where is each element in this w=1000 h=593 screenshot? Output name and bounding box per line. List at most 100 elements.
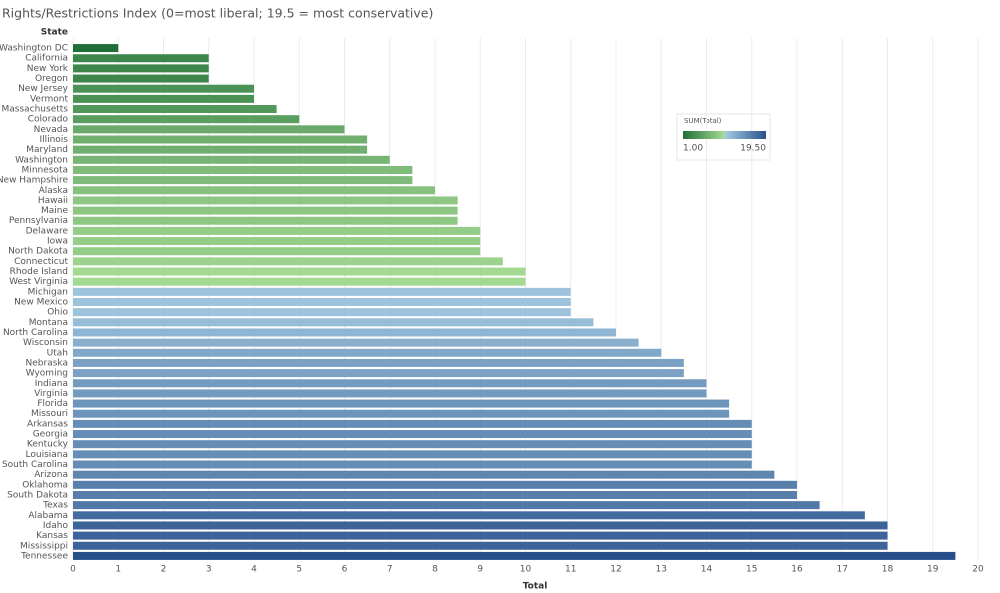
y-tick-label: South Carolina [2,460,68,470]
bar [73,460,752,469]
bar [73,216,458,225]
x-tick-label: 1 [115,565,121,575]
bar [73,490,797,499]
y-tick-label: Oregon [35,74,68,84]
bar [73,257,503,266]
y-tick-label: Texas [42,501,68,511]
bar [73,105,277,114]
y-tick-label: South Dakota [7,490,68,500]
x-tick-label: 9 [477,565,483,575]
y-tick-label: Maine [41,206,68,216]
bar [73,440,752,449]
x-axis-title: Total [523,582,548,592]
y-tick-label: Idaho [43,521,69,531]
bar [73,369,684,378]
bar [73,450,752,459]
x-tick-label: 15 [746,565,757,575]
bar [73,338,639,347]
bar [73,358,684,367]
bar [73,84,254,93]
bar [73,74,209,83]
x-tick-label: 14 [701,565,713,575]
bar [73,176,413,185]
bar [73,399,730,408]
y-tick-label: Louisiana [26,450,69,460]
x-tick-label: 8 [432,565,438,575]
x-tick-label: 6 [342,565,348,575]
bar [73,511,865,520]
y-tick-label: Virginia [34,389,68,399]
legend-max-label: 19.50 [740,144,766,154]
y-tick-label: Florida [37,399,68,409]
bar [73,541,888,550]
bar [73,501,820,510]
bar [73,308,571,317]
chart-title: Rights/Restrictions Index (0=most libera… [2,6,433,21]
bar [73,298,571,306]
y-tick-label: Delaware [26,226,69,236]
bar [73,328,616,337]
bar [73,531,888,540]
bar [73,318,594,327]
x-tick-label: 4 [251,565,257,575]
y-tick-label: Oklahoma [22,480,68,490]
x-tick-label: 11 [565,565,576,575]
category-header: State [41,28,68,38]
bar [73,226,481,235]
y-tick-label: Indiana [35,379,68,389]
bar [73,430,752,439]
x-tick-label: 12 [610,565,621,575]
y-tick-label: Arkansas [27,419,68,429]
bar [73,379,707,388]
bar [73,409,730,418]
bar [73,206,458,215]
x-tick-label: 10 [520,565,532,575]
bar [73,94,254,103]
bar [73,115,300,124]
y-tick-label: Vermont [30,94,69,104]
bar [73,186,435,195]
y-tick-label: Michigan [28,287,68,297]
y-tick-label: Utah [47,348,68,358]
y-tick-label: Illinois [39,135,68,145]
bar [73,247,481,256]
y-tick-label: West Virginia [9,277,68,287]
bar [73,64,209,73]
y-tick-label: Connecticut [14,257,68,267]
legend-title: SUM(Total) [684,117,722,125]
y-tick-label: Arizona [34,470,68,480]
x-tick-label: 20 [972,565,984,575]
x-tick-label: 2 [161,565,167,575]
y-tick-label: Nevada [34,125,68,135]
x-tick-label: 18 [882,565,894,575]
y-tick-label: Georgia [33,430,68,440]
bar [73,135,368,144]
y-tick-label: New Hampshire [0,176,68,186]
y-tick-label: Missouri [31,409,68,419]
bar [73,551,956,560]
y-tick-label: New Mexico [14,298,68,308]
bar [73,237,481,246]
x-tick-label: 16 [791,565,803,575]
y-tick-label: California [25,54,68,64]
y-tick-label: Pennsylvania [9,216,68,226]
bar [73,521,888,530]
y-tick-label: Nebraska [26,358,68,368]
y-tick-label: Alabama [28,511,68,521]
x-tick-label: 19 [927,565,939,575]
y-tick-label: New Jersey [18,84,69,94]
bar [73,348,662,357]
y-tick-label: Alaska [39,186,68,196]
y-tick-label: Wyoming [26,369,68,379]
y-tick-label: Tennessee [20,551,68,561]
bar [73,419,752,428]
y-tick-label: Washington DC [0,44,68,54]
y-tick-label: Hawaii [38,196,68,206]
y-tick-label: New York [27,64,69,74]
y-tick-label: Kentucky [27,440,69,450]
bar [73,125,345,134]
y-tick-label: Colorado [28,115,69,125]
y-tick-label: Wisconsin [23,338,68,348]
